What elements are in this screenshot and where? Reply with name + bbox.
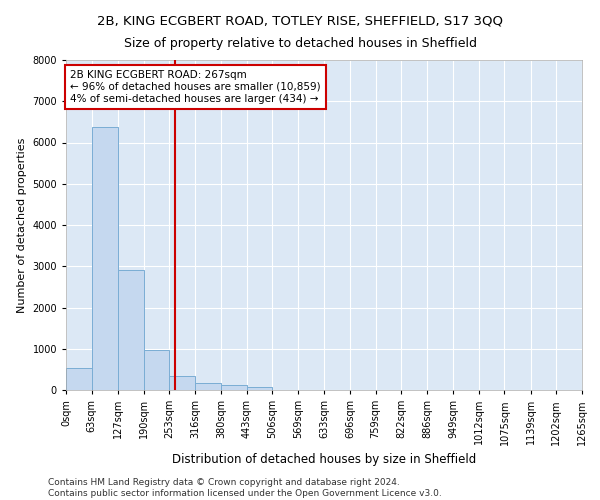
Bar [195,384,221,390]
Text: Contains HM Land Registry data © Crown copyright and database right 2024.
Contai: Contains HM Land Registry data © Crown c… [48,478,442,498]
Text: 2B KING ECGBERT ROAD: 267sqm
← 96% of detached houses are smaller (10,859)
4% of: 2B KING ECGBERT ROAD: 267sqm ← 96% of de… [70,70,321,104]
Bar [247,387,272,390]
Text: 2B, KING ECGBERT ROAD, TOTLEY RISE, SHEFFIELD, S17 3QQ: 2B, KING ECGBERT ROAD, TOTLEY RISE, SHEF… [97,15,503,28]
Bar [221,386,247,390]
Bar [143,350,169,390]
Bar [92,127,118,390]
Y-axis label: Number of detached properties: Number of detached properties [17,138,27,312]
X-axis label: Distribution of detached houses by size in Sheffield: Distribution of detached houses by size … [172,453,476,466]
Bar [66,368,92,390]
Bar [118,270,143,390]
Text: Size of property relative to detached houses in Sheffield: Size of property relative to detached ho… [124,38,476,51]
Bar [169,376,195,390]
